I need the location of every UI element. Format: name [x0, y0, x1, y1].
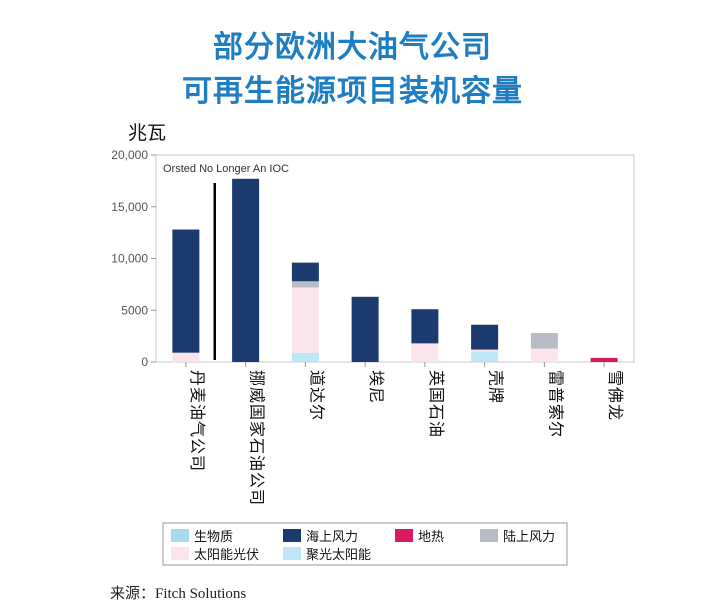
y-tick-label: 0 [141, 355, 148, 369]
legend-label: 生物质 [194, 529, 233, 544]
legend-label: 聚光太阳能 [306, 547, 371, 562]
legend-swatch [171, 547, 189, 560]
legend-box [162, 522, 568, 566]
bar-segment [291, 352, 319, 362]
x-category-label: 雪佛龙 [606, 370, 624, 421]
bar-segment [291, 281, 319, 288]
legend-swatch [283, 547, 301, 560]
x-category-label: 丹麦油气公司 [188, 370, 206, 472]
bar-segment [291, 287, 319, 353]
bar-segment [530, 333, 558, 349]
bar-segment [530, 348, 558, 362]
legend-label: 海上风力 [306, 529, 358, 544]
bar-segment [411, 309, 439, 344]
bar-segment [471, 324, 499, 350]
bar-segment [411, 343, 439, 362]
y-tick-label: 10,000 [111, 252, 148, 266]
x-category-label: 挪威国家石油公司 [248, 370, 266, 506]
x-category-label: 雷普索尔 [546, 370, 564, 438]
y-axis-unit-label: 兆瓦 [128, 122, 167, 144]
y-tick-label: 15,000 [111, 200, 148, 214]
x-category-label: 英国石油 [427, 370, 445, 438]
x-category-label: 壳牌 [487, 370, 505, 404]
bar-segment [172, 229, 200, 353]
legend-swatch [395, 529, 413, 542]
annotation-text: Orsted No Longer An IOC [163, 163, 289, 175]
bar-segment [232, 178, 260, 362]
x-category-label: 道达尔 [307, 370, 325, 421]
legend-label: 地热 [418, 529, 444, 544]
chart-title-line-2: 可再生能源项目装机容量 [182, 74, 523, 109]
y-tick-label: 20,000 [111, 148, 148, 162]
bar-segment [291, 262, 319, 282]
plot-frame [155, 154, 635, 363]
chart-title-line-1: 部分欧洲大油气公司 [213, 30, 492, 65]
legend-swatch [171, 529, 189, 542]
bar-segment [351, 296, 379, 362]
legend-swatch [283, 529, 301, 542]
bar-segment [471, 351, 499, 362]
bar-segment [172, 352, 200, 362]
bar-segment [590, 357, 618, 362]
legend-label: 陆上风力 [503, 529, 555, 544]
bar-segment [471, 349, 499, 352]
legend-label: 太阳能光伏 [194, 547, 259, 562]
x-category-label: 埃尼 [367, 370, 385, 404]
legend-swatch [480, 529, 498, 542]
source-note: 来源：Fitch Solutions [110, 586, 247, 602]
y-tick-label: 5000 [121, 303, 148, 317]
